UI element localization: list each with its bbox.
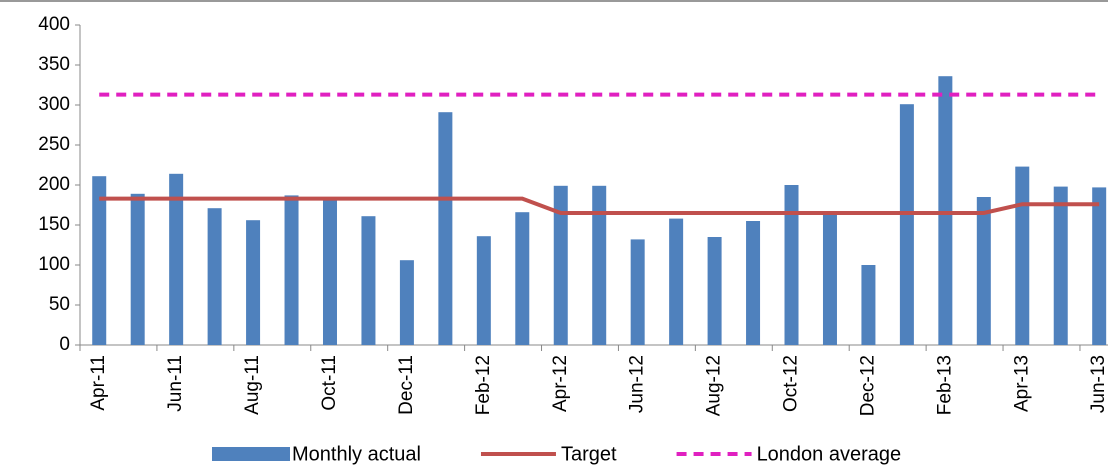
bar <box>169 173 184 345</box>
bar <box>707 237 722 345</box>
bar <box>1015 166 1030 345</box>
bar <box>746 221 761 345</box>
y-tick-label: 0 <box>59 334 70 355</box>
x-tick-label: Dec-12 <box>857 355 878 416</box>
y-tick-label: 100 <box>38 254 70 275</box>
bar <box>976 197 991 345</box>
bar <box>822 213 837 345</box>
line <box>99 196 1100 215</box>
bar <box>246 220 261 345</box>
x-tick-label: Jun-13 <box>1088 355 1108 413</box>
x-tick-label: Apr-12 <box>550 355 571 412</box>
bar <box>861 265 876 345</box>
x-tick-label: Dec-11 <box>396 355 417 415</box>
y-tick-label: 200 <box>38 174 70 195</box>
x-tick-label: Jun-12 <box>627 355 648 413</box>
x-tick-label: Feb-12 <box>473 355 494 415</box>
bar <box>361 216 376 345</box>
bar <box>938 76 953 345</box>
bar <box>130 193 145 345</box>
x-tick-label: Aug-11 <box>242 355 263 415</box>
x-tick-label: Apr-11 <box>88 355 109 411</box>
x-tick-label: Feb-13 <box>934 355 955 415</box>
bar <box>399 260 414 345</box>
x-tick-label: Jun-11 <box>165 355 186 412</box>
bar <box>207 208 222 345</box>
bar <box>322 197 337 345</box>
bar <box>630 239 645 345</box>
bar <box>438 112 453 345</box>
legend-label: London average <box>757 443 902 465</box>
bar <box>92 176 107 345</box>
legend-swatch <box>212 447 290 461</box>
bar <box>515 212 530 345</box>
legend-label: Target <box>561 443 617 465</box>
x-tick-label: Oct-12 <box>781 355 802 412</box>
x-tick-label: Apr-13 <box>1011 355 1032 412</box>
x-tick-label: Aug-12 <box>704 355 725 416</box>
y-tick-label: 150 <box>38 214 70 235</box>
legend-label: Monthly actual <box>292 443 421 465</box>
y-tick-label: 350 <box>38 54 70 75</box>
bar <box>669 218 684 345</box>
bar <box>1092 187 1107 345</box>
bar <box>592 185 607 345</box>
bar <box>553 185 568 345</box>
bar <box>1053 186 1068 345</box>
bar <box>899 104 914 345</box>
y-tick-label: 400 <box>38 14 70 35</box>
bar <box>476 236 491 345</box>
y-tick-label: 50 <box>49 294 70 315</box>
bar <box>784 185 799 345</box>
x-tick-label: Oct-11 <box>319 355 340 411</box>
y-tick-label: 300 <box>38 94 70 115</box>
y-tick-label: 250 <box>38 134 70 155</box>
bar <box>284 195 299 345</box>
